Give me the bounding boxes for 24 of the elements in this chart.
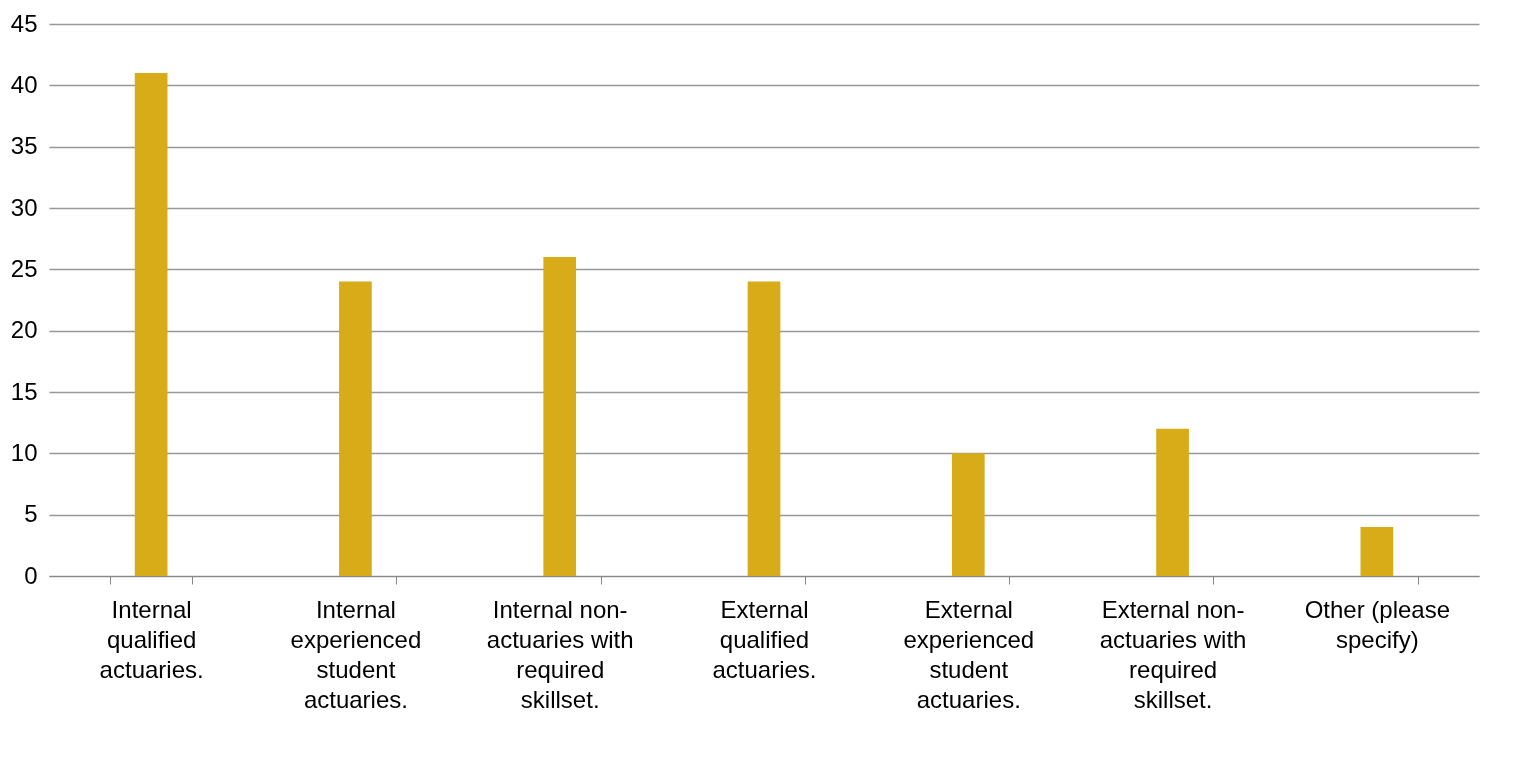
y-tick-label: 5 xyxy=(24,500,38,528)
y-tick-label: 15 xyxy=(10,377,38,405)
bar xyxy=(1360,526,1394,576)
y-tick-label: 10 xyxy=(10,438,38,466)
bar xyxy=(951,453,985,576)
y-tick-label: 0 xyxy=(24,561,38,589)
y-tick-label: 25 xyxy=(10,254,38,282)
x-tick-label: External non-actuaries with required skillset. xyxy=(1099,595,1247,713)
x-tick-label: Internal experienced student actuaries. xyxy=(290,595,422,713)
y-tick-label: 30 xyxy=(10,193,38,221)
x-tick-label: External experienced student actuaries. xyxy=(903,595,1035,713)
bar xyxy=(339,281,372,576)
bar xyxy=(1156,428,1189,576)
bar xyxy=(747,281,781,576)
bar xyxy=(543,257,577,576)
bar xyxy=(134,73,168,576)
x-tick-label: Internal qualified actuaries. xyxy=(99,595,204,683)
x-tick-label: External qualified actuaries. xyxy=(712,595,817,683)
x-tick-label: Other (please specify) xyxy=(1304,595,1451,653)
y-tick-label: 40 xyxy=(10,70,38,98)
y-tick-label: 45 xyxy=(10,9,38,37)
y-tick-label: 35 xyxy=(10,132,38,160)
y-tick-label: 20 xyxy=(10,316,38,344)
x-tick-label: Internal non-actuaries with required skillset. xyxy=(486,595,634,713)
